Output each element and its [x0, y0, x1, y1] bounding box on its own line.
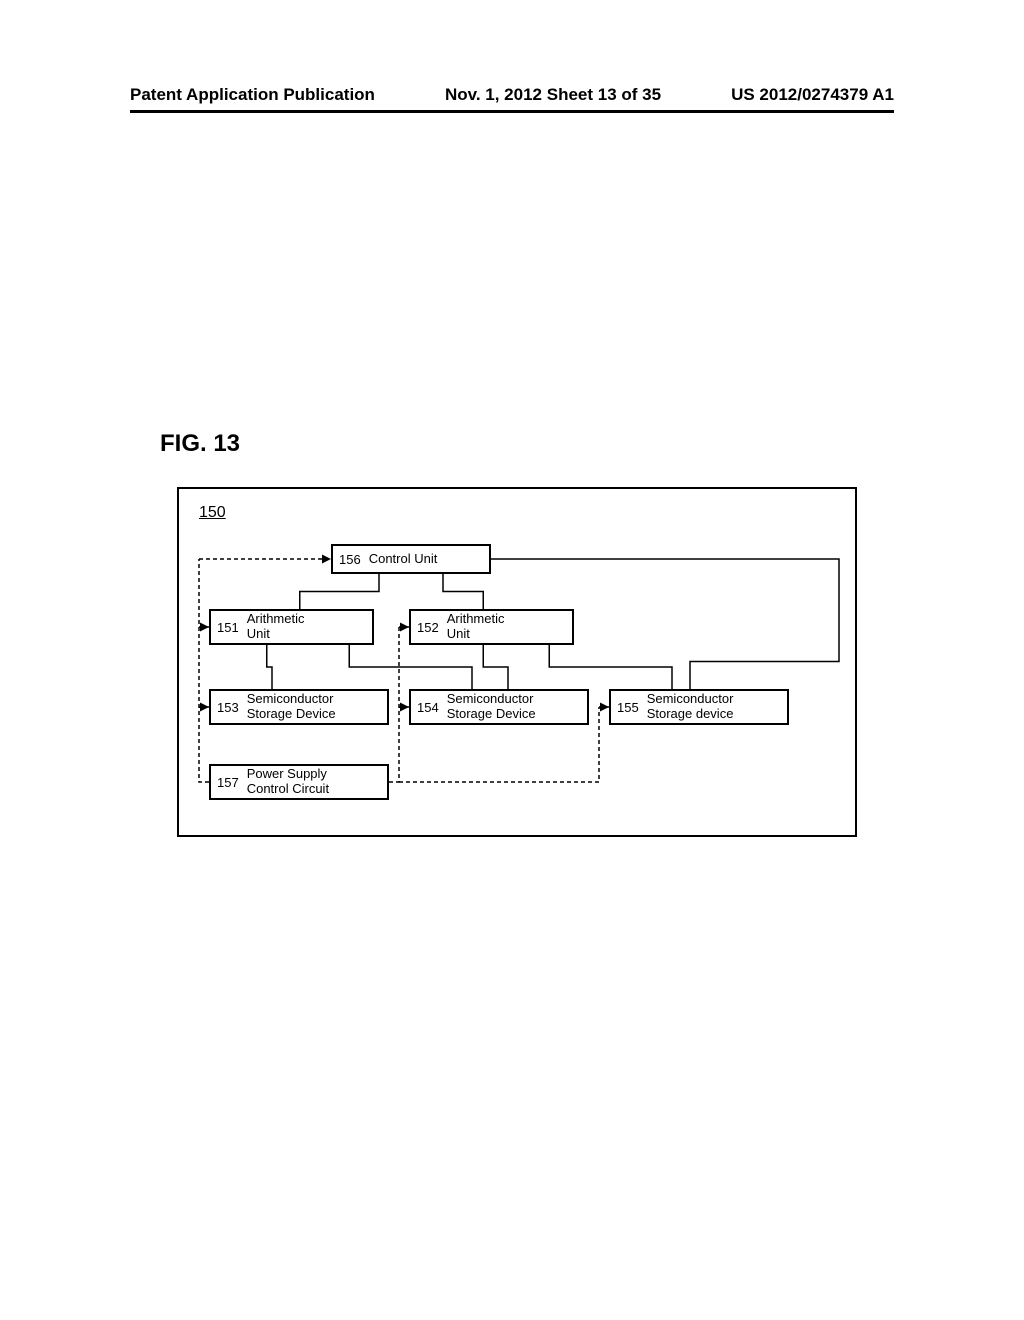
block-label: Control Unit: [369, 552, 438, 567]
header-center: Nov. 1, 2012 Sheet 13 of 35: [445, 85, 661, 105]
block-label: SemiconductorStorage Device: [247, 692, 336, 722]
block-num: 152: [417, 620, 439, 635]
block-diagram: 150 156 Control Unit 151 ArithmeticUnit …: [177, 487, 857, 837]
control-unit-block: 156 Control Unit: [331, 544, 491, 574]
arithmetic-unit-2-block: 152 ArithmeticUnit: [409, 609, 574, 645]
block-num: 157: [217, 775, 239, 790]
system-id: 150: [199, 504, 226, 522]
block-num: 155: [617, 700, 639, 715]
block-label: ArithmeticUnit: [247, 612, 305, 642]
header-rule: [130, 110, 894, 113]
block-label: SemiconductorStorage device: [647, 692, 734, 722]
storage-device-1-block: 153 SemiconductorStorage Device: [209, 689, 389, 725]
block-label: Power SupplyControl Circuit: [247, 767, 329, 797]
block-num: 151: [217, 620, 239, 635]
storage-device-2-block: 154 SemiconductorStorage Device: [409, 689, 589, 725]
page-header: Patent Application Publication Nov. 1, 2…: [0, 85, 1024, 105]
header-left: Patent Application Publication: [130, 85, 375, 105]
block-num: 154: [417, 700, 439, 715]
block-num: 153: [217, 700, 239, 715]
block-label: ArithmeticUnit: [447, 612, 505, 642]
storage-device-3-block: 155 SemiconductorStorage device: [609, 689, 789, 725]
block-label: SemiconductorStorage Device: [447, 692, 536, 722]
arithmetic-unit-1-block: 151 ArithmeticUnit: [209, 609, 374, 645]
block-num: 156: [339, 552, 361, 567]
figure-label: FIG. 13: [160, 430, 240, 458]
power-supply-block: 157 Power SupplyControl Circuit: [209, 764, 389, 800]
header-right: US 2012/0274379 A1: [731, 85, 894, 105]
